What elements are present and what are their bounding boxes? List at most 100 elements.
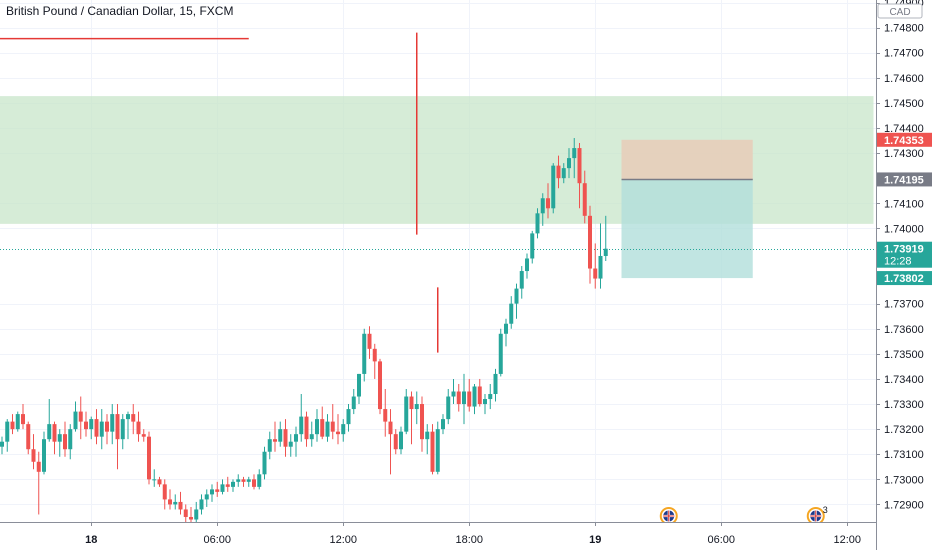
candle <box>399 426 403 455</box>
candle <box>582 170 587 224</box>
candle <box>267 431 272 460</box>
candle-body <box>446 396 451 420</box>
candle-body <box>299 416 304 435</box>
candle-body <box>409 396 414 410</box>
candle <box>404 388 409 435</box>
candle-body <box>99 421 104 437</box>
candle <box>0 436 4 455</box>
uk-flag-icon[interactable] <box>806 507 825 525</box>
candle <box>278 421 283 447</box>
candle-body <box>556 165 561 179</box>
candle-body <box>36 461 41 472</box>
candle-body <box>598 255 603 279</box>
y-tick-label: 1.74600 <box>884 73 924 85</box>
candle <box>320 406 325 440</box>
candle-body <box>525 258 529 272</box>
candle-body <box>540 198 545 214</box>
x-tick-label: 18:00 <box>455 534 483 546</box>
x-tick-label: 12:00 <box>833 534 861 546</box>
y-tick-label: 1.73600 <box>884 324 924 336</box>
candle <box>147 431 151 485</box>
candle-body <box>330 421 335 432</box>
candle <box>556 155 561 189</box>
candle <box>388 409 393 475</box>
candle <box>446 388 451 425</box>
candle <box>63 421 67 457</box>
candle <box>204 489 209 507</box>
candle <box>199 494 204 515</box>
candle-body <box>78 411 83 422</box>
candle-body <box>535 213 540 234</box>
candle-body <box>273 439 277 442</box>
candle-body <box>420 404 424 440</box>
candle-body <box>225 484 230 487</box>
drawing-layer <box>0 96 876 279</box>
candle-body <box>509 303 514 324</box>
candle-body <box>498 333 503 374</box>
y-tick-label: 1.74100 <box>884 198 924 210</box>
candle <box>262 446 267 480</box>
candle <box>425 424 430 455</box>
candle <box>10 414 15 435</box>
take-profit-zone[interactable] <box>621 179 753 279</box>
candle-body <box>451 391 456 397</box>
candle <box>99 409 104 450</box>
candle <box>362 328 367 382</box>
uk-flag-icon[interactable] <box>659 507 678 525</box>
stop-loss-zone[interactable] <box>621 139 753 180</box>
candle-body <box>115 414 120 440</box>
y-tick-label: 1.74700 <box>884 48 924 60</box>
candle-body <box>68 429 73 450</box>
candle <box>246 476 251 487</box>
candle-body <box>593 268 598 279</box>
candle-body <box>126 414 130 420</box>
y-tick-label: 1.74300 <box>884 148 924 160</box>
candle <box>519 266 524 299</box>
red-line-drawings: 3 <box>0 32 828 525</box>
candle <box>530 230 535 264</box>
candle-body <box>5 421 10 442</box>
event-count: 3 <box>823 505 828 515</box>
candle-body <box>241 479 246 482</box>
candle <box>257 469 262 490</box>
y-tick-label: 1.73400 <box>884 374 924 386</box>
entry-price-label: 1.74195 <box>884 174 924 186</box>
candle <box>546 183 550 219</box>
x-tick-label: 06:00 <box>203 534 231 546</box>
candle-body <box>456 391 461 405</box>
candle <box>241 476 246 487</box>
candle <box>157 476 162 487</box>
candle <box>236 474 241 487</box>
candle-body <box>425 431 430 440</box>
candle <box>420 396 424 452</box>
target-price-label: 1.73802 <box>884 273 924 285</box>
candle-body <box>588 215 592 269</box>
candle <box>372 343 377 379</box>
candle <box>225 476 230 492</box>
candle <box>325 414 330 442</box>
candle <box>467 378 472 412</box>
candle-body <box>582 183 587 216</box>
candle-body <box>320 419 325 437</box>
y-tick-label: 1.74800 <box>884 23 924 35</box>
candle-body <box>294 434 298 442</box>
candle-body <box>567 158 571 169</box>
candle <box>330 404 335 440</box>
candle <box>598 223 603 289</box>
candle-body <box>530 233 535 259</box>
candle <box>126 411 130 440</box>
candle <box>509 296 514 329</box>
time-axis-bg[interactable] <box>0 522 876 550</box>
candle <box>588 205 592 284</box>
candle-body <box>346 409 351 425</box>
candle <box>210 484 214 502</box>
y-tick-label: 1.73100 <box>884 449 924 461</box>
candle <box>178 491 183 515</box>
candle-body <box>26 424 31 450</box>
candle-body <box>105 421 109 432</box>
candle-body <box>31 449 36 462</box>
candle <box>89 416 94 440</box>
currency-badge[interactable] <box>877 3 923 19</box>
